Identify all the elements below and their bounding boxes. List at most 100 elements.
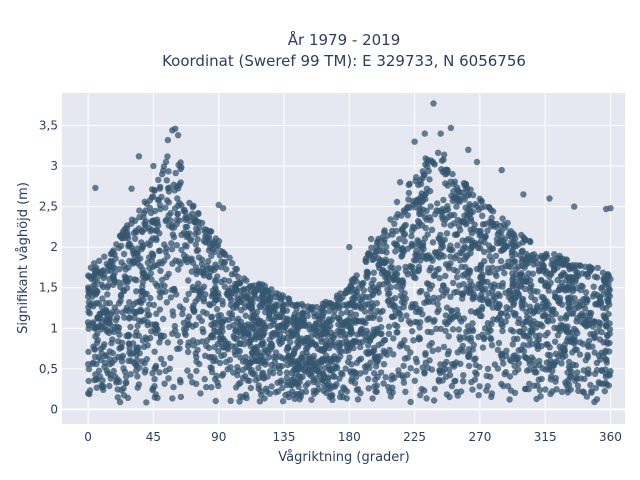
scatter-point	[431, 385, 438, 393]
scatter-point	[190, 342, 197, 349]
scatter-point	[346, 344, 353, 351]
scatter-point	[542, 386, 549, 393]
scatter-point	[352, 338, 360, 345]
scatter-point	[163, 177, 170, 184]
scatter-point	[256, 333, 264, 340]
scatter-point	[211, 344, 218, 351]
scatter-point	[469, 191, 477, 199]
scatter-point	[133, 361, 140, 368]
scatter-point	[511, 312, 518, 319]
scatter-point	[469, 326, 476, 333]
scatter-point	[208, 252, 215, 260]
scatter-point	[179, 310, 186, 318]
scatter-point	[415, 238, 422, 245]
scatter-point	[478, 294, 485, 301]
scatter-point	[464, 268, 472, 276]
scatter-point	[362, 368, 369, 375]
scatter-point	[142, 366, 149, 374]
scatter-point	[412, 251, 419, 258]
scatter-point	[430, 294, 438, 301]
scatter-point	[451, 178, 459, 185]
scatter-point	[502, 368, 509, 376]
scatter-point	[119, 352, 127, 359]
scatter-point	[412, 355, 420, 362]
scatter-point	[227, 301, 235, 308]
scatter-point	[206, 301, 214, 309]
scatter-point	[397, 246, 404, 253]
scatter-point	[409, 263, 416, 271]
scatter-point	[603, 332, 611, 339]
scatter-point	[307, 305, 315, 312]
scatter-point	[92, 290, 99, 297]
scatter-point	[515, 315, 523, 323]
scatter-point	[438, 165, 445, 173]
scatter-point	[176, 345, 183, 352]
scatter-point	[133, 288, 140, 295]
scatter-point	[408, 269, 416, 277]
scatter-point	[192, 298, 199, 305]
scatter-point	[178, 202, 185, 209]
scatter-point	[446, 372, 454, 379]
scatter-point	[255, 317, 262, 324]
scatter-point	[283, 374, 290, 382]
scatter-point	[472, 355, 479, 362]
scatter-point	[299, 373, 306, 381]
scatter-point	[133, 299, 140, 306]
scatter-point	[232, 384, 240, 391]
scatter-point	[106, 320, 114, 328]
scatter-point	[173, 216, 181, 224]
scatter-point	[268, 343, 275, 351]
scatter-point	[149, 385, 157, 392]
scatter-point	[91, 346, 99, 353]
scatter-point	[524, 313, 531, 320]
scatter-point	[134, 249, 141, 257]
scatter-point	[287, 339, 294, 346]
scatter-point	[499, 327, 506, 335]
scatter-point	[219, 301, 226, 308]
scatter-point	[506, 305, 513, 313]
scatter-point	[458, 290, 465, 297]
scatter-point	[377, 369, 385, 376]
scatter-point	[467, 278, 474, 285]
scatter-point	[577, 286, 584, 294]
scatter-point	[199, 338, 206, 345]
scatter-point	[527, 238, 534, 246]
scatter-point	[510, 301, 517, 308]
y-tick-label: 2,5	[39, 200, 58, 214]
scatter-point	[319, 304, 326, 311]
scatter-point	[368, 244, 375, 251]
scatter-point	[363, 336, 370, 344]
scatter-point	[193, 353, 200, 361]
scatter-point	[593, 366, 601, 374]
scatter-point	[360, 287, 368, 294]
scatter-point	[252, 295, 259, 302]
scatter-point	[85, 390, 92, 397]
scatter-point	[112, 317, 120, 324]
scatter-point	[217, 318, 224, 326]
scatter-point	[483, 296, 490, 303]
scatter-point	[559, 354, 566, 361]
chart-title-line-1: År 1979 - 2019	[288, 30, 401, 49]
scatter-point	[428, 329, 435, 336]
scatter-point	[429, 239, 437, 246]
scatter-point	[157, 355, 165, 363]
scatter-point	[390, 351, 397, 358]
scatter-point	[475, 392, 482, 399]
scatter-point	[402, 263, 409, 271]
scatter-point	[274, 379, 281, 386]
scatter-point	[193, 247, 200, 254]
scatter-point	[115, 338, 122, 345]
scatter-point	[419, 168, 426, 175]
y-tick-label: 0,5	[39, 362, 58, 376]
scatter-point	[193, 367, 200, 375]
scatter-point	[466, 211, 474, 218]
scatter-point	[439, 205, 446, 213]
scatter-point	[106, 299, 114, 307]
scatter-point	[162, 158, 170, 166]
scatter-point	[85, 321, 93, 329]
scatter-point	[165, 375, 172, 382]
scatter-point	[121, 273, 128, 280]
scatter-point	[208, 384, 215, 391]
scatter-point	[301, 367, 308, 374]
scatter-point	[288, 360, 295, 367]
